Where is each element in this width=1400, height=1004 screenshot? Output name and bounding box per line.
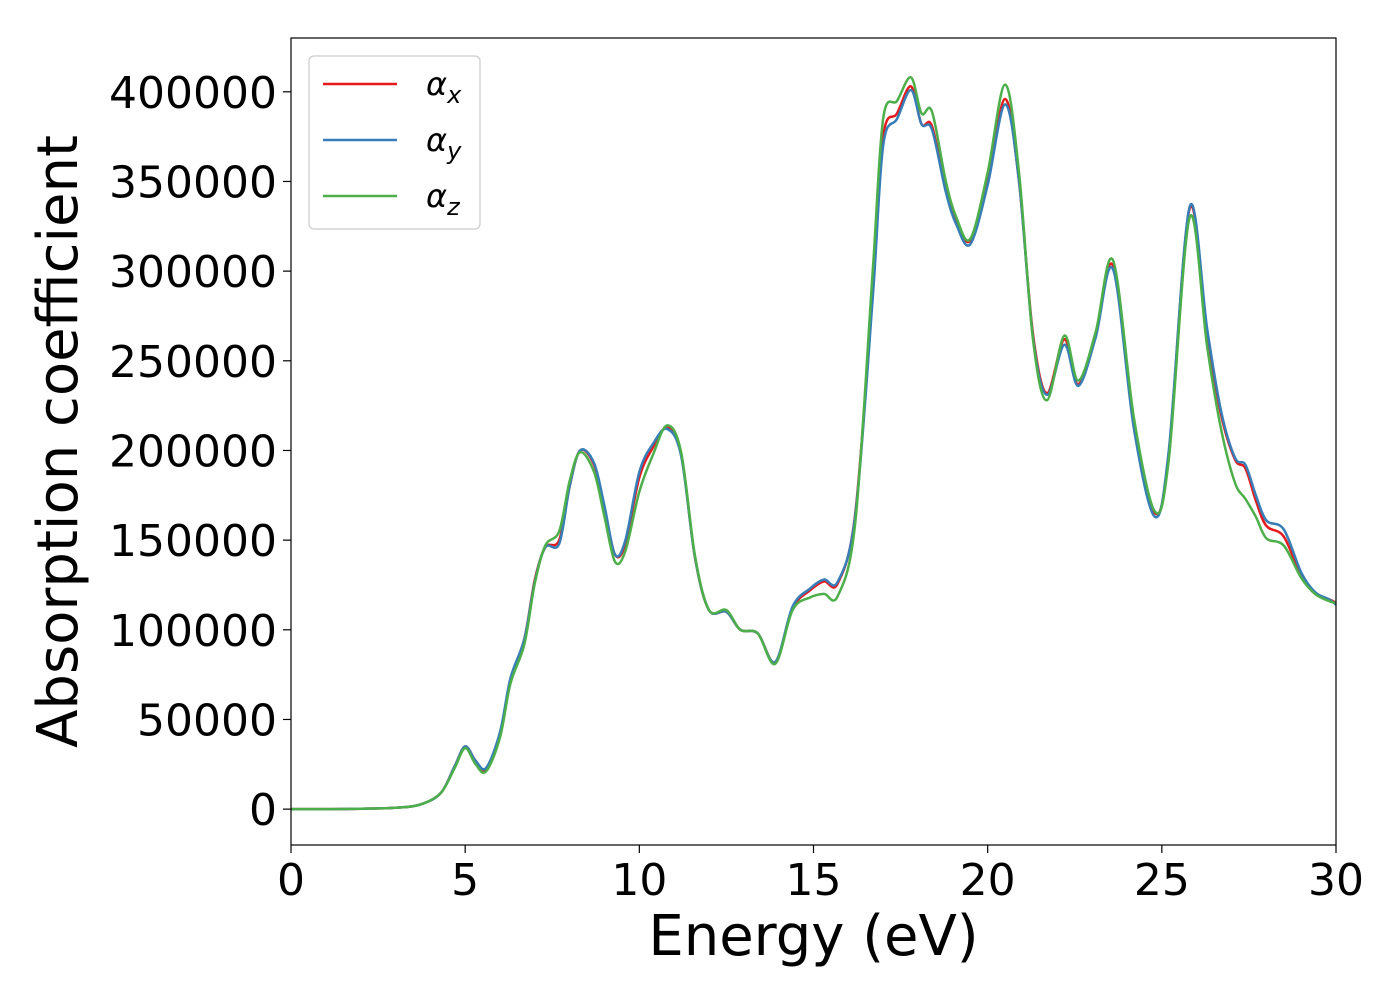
- x-tick-label: 10: [611, 855, 667, 906]
- series-layer: [290, 76, 1337, 811]
- y-tick-label: 150000: [109, 516, 277, 567]
- x-tick-label: 25: [1134, 855, 1190, 906]
- legend-box: [308, 55, 481, 230]
- legend-label-y: αy: [426, 121, 462, 165]
- y-tick-label: 100000: [109, 606, 277, 657]
- y-tick-label: 300000: [109, 247, 277, 298]
- y-axis-ticks: 0 50000 100000 150000 200000 250000 300000 3500…: [109, 68, 291, 836]
- x-tick-label: 5: [451, 855, 479, 906]
- legend-label-x: αx: [426, 65, 462, 109]
- y-axis-label: Absorption coefficient: [26, 135, 91, 748]
- x-tick-label: 20: [960, 855, 1016, 906]
- y-tick-label: 50000: [137, 695, 277, 746]
- x-axis-label: Energy (eV): [648, 904, 978, 969]
- x-tick-label: 15: [786, 855, 842, 906]
- y-tick-label: 200000: [109, 426, 277, 477]
- y-tick-label: 350000: [109, 157, 277, 208]
- legend: αx αy αz: [308, 55, 481, 230]
- x-tick-label: 30: [1308, 855, 1364, 906]
- y-tick-label: 0: [249, 785, 277, 836]
- legend-label-z: αz: [426, 177, 461, 221]
- x-tick-label: 0: [277, 855, 305, 906]
- y-tick-label: 400000: [109, 68, 277, 119]
- series-line-z: [290, 76, 1337, 811]
- y-tick-label: 250000: [109, 337, 277, 388]
- x-axis-ticks: 0 5 10 15 20 25 30: [277, 845, 1364, 906]
